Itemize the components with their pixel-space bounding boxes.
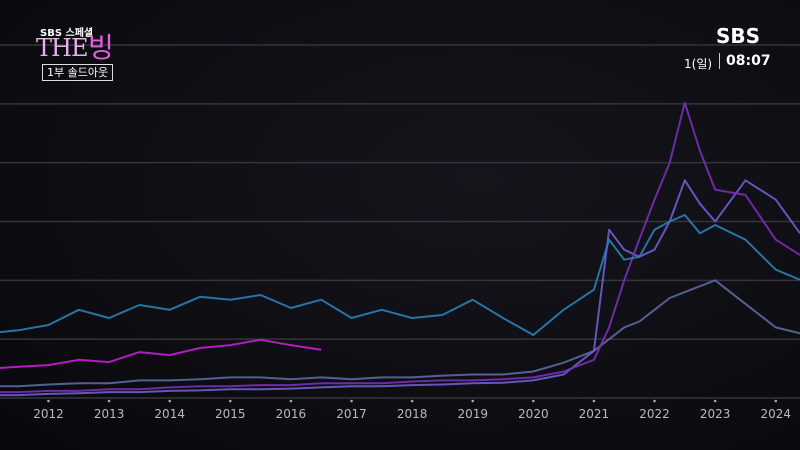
series-line xyxy=(0,279,800,388)
x-tick-mark xyxy=(471,399,475,403)
x-tick-mark xyxy=(229,399,232,403)
x-tick-mark xyxy=(47,399,50,403)
x-tick-label: 2012 xyxy=(33,407,64,421)
day: 1(일) xyxy=(684,57,713,71)
x-tick-label: 2018 xyxy=(397,407,428,421)
x-tick-mark xyxy=(653,399,656,403)
logo-the: THE xyxy=(36,34,88,62)
logo-bing: 빙 xyxy=(88,31,114,64)
x-tick-label: 2019 xyxy=(457,407,488,421)
x-tick-mark xyxy=(532,399,535,403)
episode-title: 1부 솔드아웃 xyxy=(42,64,114,81)
x-tick-label: 2015 xyxy=(215,407,246,421)
series-line xyxy=(0,179,800,397)
x-tick-label: 2024 xyxy=(760,407,791,421)
x-tick-label: 2023 xyxy=(700,407,731,421)
x-tick-label: 2020 xyxy=(518,407,549,421)
x-tick-label: 2017 xyxy=(336,407,367,421)
x-tick-label: 2022 xyxy=(639,407,670,421)
clock: 08:07 xyxy=(726,53,771,69)
separator xyxy=(719,53,720,69)
program-name: SBS 스페셜 xyxy=(40,28,94,39)
series-line xyxy=(0,338,322,369)
x-tick-label: 2016 xyxy=(276,407,307,421)
x-tick-mark xyxy=(107,399,111,403)
x-tick-label: 2021 xyxy=(579,407,610,421)
series-line xyxy=(0,214,800,336)
x-tick-mark xyxy=(592,399,596,403)
x-tick-mark xyxy=(168,399,171,403)
x-tick-mark xyxy=(350,399,353,403)
x-tick-mark xyxy=(774,399,778,403)
x-tick-mark xyxy=(410,399,414,403)
x-tick-mark xyxy=(289,399,293,403)
channel-logo: SBS xyxy=(716,24,761,48)
x-tick-label: 2013 xyxy=(94,407,125,421)
series-line xyxy=(0,101,800,394)
x-tick-label: 2014 xyxy=(154,407,185,421)
x-tick-mark xyxy=(713,399,717,403)
